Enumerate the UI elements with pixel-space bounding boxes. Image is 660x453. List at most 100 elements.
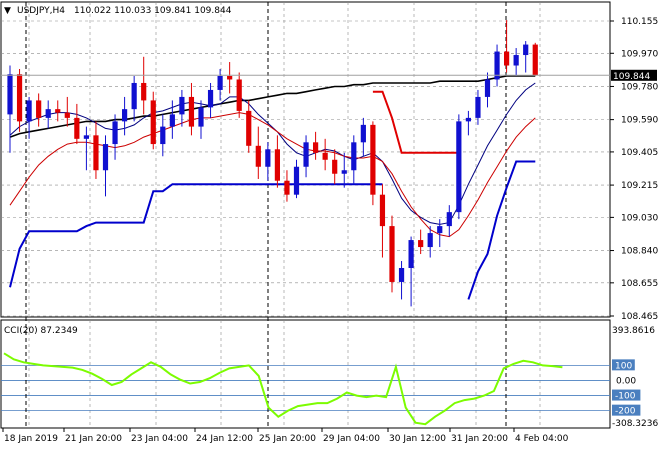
candle-body [389,226,395,282]
candle[interactable] [188,82,195,136]
indicator-scale-min: -308.3236 [612,419,658,429]
candle[interactable] [246,100,252,153]
candle[interactable] [112,114,118,160]
candle[interactable] [198,100,204,139]
time-tick-label: 21 Jan 20:00 [65,434,122,444]
candle[interactable] [341,152,347,188]
candle-body [475,96,481,118]
cci-level-badge [612,389,641,401]
price-tick-label: 108.655 [621,279,658,289]
support-resistance-lines [9,90,536,300]
candlesticks[interactable] [7,20,538,307]
candle-body [418,240,424,248]
time-tick-label: 30 Jan 12:00 [389,434,446,444]
candle-body [93,135,99,171]
candle[interactable] [265,142,271,181]
time-axis[interactable]: 18 Jan 2019 21 Jan 20:00 23 Jan 04:00 24 Ja… [2,428,569,444]
candle-body [16,74,23,122]
candle-body [188,96,195,127]
current-price-value: 109.844 [613,72,650,82]
indicator-axis[interactable]: 393.8616 -308.3236 100 0.00 -100 -200 [612,326,658,429]
candle[interactable] [93,121,99,179]
cci-series [3,352,563,426]
resistance-line [372,90,459,154]
candle-body [74,117,80,139]
cci-level-label: 100 [615,361,632,371]
candle[interactable] [227,62,233,94]
candle[interactable] [179,89,185,127]
candle[interactable] [303,135,309,178]
candle[interactable] [169,100,175,139]
candle[interactable] [207,82,214,118]
candle-body [504,51,510,66]
candle-body [83,135,89,139]
candle[interactable] [293,159,300,199]
price-tick-label: 110.155 [621,17,658,27]
candle[interactable] [398,261,405,300]
candle[interactable] [465,110,471,136]
candle[interactable] [122,96,128,136]
candle-body [255,145,261,167]
candle[interactable] [322,138,328,171]
candle[interactable] [83,126,89,171]
price-axis[interactable]: 110.155 109.970 109.780 109.590 109.405 109.2… [610,17,658,322]
candle[interactable] [102,135,109,197]
indicator-plot-area[interactable] [0,319,611,429]
candle[interactable] [236,72,242,118]
candle-body [494,51,500,80]
candle[interactable] [74,103,80,145]
candle[interactable] [360,117,366,157]
candle[interactable] [523,41,529,73]
candle-body [26,100,32,122]
candle[interactable] [504,20,510,73]
candle[interactable] [313,131,319,160]
candle[interactable] [255,126,261,179]
candle-body [332,159,338,174]
cci-level-label: 0.00 [616,376,636,386]
candle[interactable] [418,229,424,255]
candle[interactable] [513,48,519,76]
candle[interactable] [7,65,13,153]
candle[interactable] [36,93,42,127]
candle[interactable] [274,135,280,188]
candle[interactable] [475,89,481,125]
menu-arrow-icon[interactable]: ▼ [4,6,11,16]
candle[interactable] [494,44,500,87]
candle[interactable] [408,236,414,307]
cci-level-badge [612,404,641,416]
candle-body [179,96,185,115]
candle[interactable] [160,114,166,157]
candle[interactable] [484,72,491,108]
candle[interactable] [532,42,538,76]
candle[interactable] [284,170,290,202]
candle[interactable] [16,69,23,132]
candle-body [217,75,223,90]
candle[interactable] [456,114,462,220]
candle-body [207,89,214,108]
candle-body [236,79,242,111]
candle[interactable] [427,226,433,258]
cci-level-badge [612,359,635,371]
price-tick-label: 108.465 [621,312,658,322]
candle[interactable] [437,219,443,248]
candle[interactable] [64,96,70,127]
candle-body [265,149,271,167]
candle[interactable] [351,135,357,185]
candle-body [36,100,42,118]
candle[interactable] [379,184,386,258]
candle[interactable] [141,56,147,115]
candle-body [284,180,290,195]
candle[interactable] [332,149,338,185]
candle[interactable] [45,100,51,129]
candle[interactable] [370,121,376,206]
candle[interactable] [150,91,156,150]
time-tick-label: 31 Jan 20:00 [451,434,508,444]
candle[interactable] [131,75,137,122]
candle[interactable] [26,96,32,139]
candle[interactable] [217,69,223,101]
candle[interactable] [55,100,61,122]
candle[interactable] [389,215,395,293]
candle[interactable] [446,205,452,237]
candle-body [274,149,280,181]
